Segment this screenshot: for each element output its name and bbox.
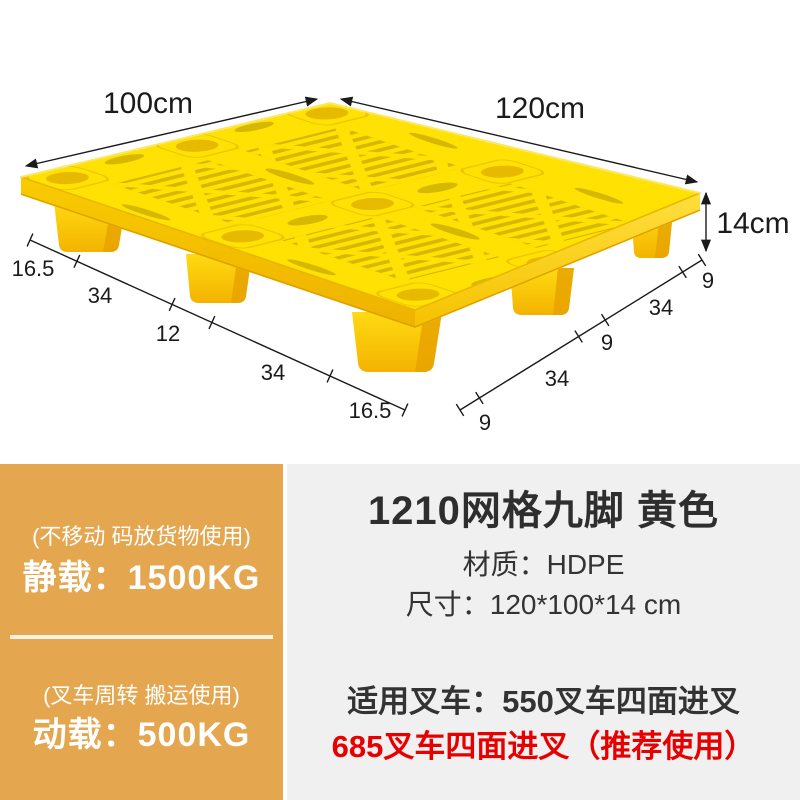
material-spec: 材质：HDPE <box>462 549 625 580</box>
right-scale-label: 9 <box>479 410 491 435</box>
right-scale-label: 9 <box>702 268 714 293</box>
length-arrow <box>339 96 699 185</box>
spec-panel: 1210网格九脚 黄色 材质：HDPE 尺寸：120*100*14 cm 适用叉… <box>287 464 800 800</box>
pallet-deck-sides <box>20 177 701 328</box>
width-dim-label: 100cm <box>103 87 193 120</box>
dimension-labels: 100cm 120cm 14cm <box>103 87 790 240</box>
left-scale-label: 16.5 <box>12 256 55 281</box>
static-load-value: 静载：1500KG <box>22 559 261 597</box>
left-scale-label: 12 <box>156 321 180 346</box>
right-scale-ticks <box>455 253 707 417</box>
forklift-recommended-spec: 685叉车四面进叉（推荐使用） <box>331 729 756 764</box>
right-scale-label: 34 <box>545 366 569 391</box>
dimension-annotations <box>24 96 712 417</box>
product-title: 1210网格九脚 黄色 <box>367 489 720 533</box>
forklift-spec: 适用叉车：550叉车四面进叉 <box>347 684 740 719</box>
right-scale-label: 9 <box>601 330 613 355</box>
panel-divider <box>10 635 273 639</box>
length-dim-label: 120cm <box>495 92 585 125</box>
height-dim-label: 14cm <box>716 207 789 240</box>
dynamic-load-note: (叉车周转 搬运使用) <box>43 683 240 708</box>
left-scale-label: 34 <box>261 360 285 385</box>
pallet-illustration: 100cm 120cm 14cm 16.5 34 12 34 16.5 9 34… <box>12 87 790 435</box>
static-load-note: (不移动 码放货物使用) <box>32 524 251 549</box>
load-info-panel: (不移动 码放货物使用) 静载：1500KG (叉车周转 搬运使用) 动载：50… <box>0 464 283 800</box>
left-scale-line <box>29 239 406 411</box>
pallet-drawing: 100cm 120cm 14cm 16.5 34 12 34 16.5 9 34… <box>12 87 790 435</box>
left-scale-label: 16.5 <box>349 398 392 423</box>
left-scale-ticks <box>26 233 409 417</box>
right-scale-label: 34 <box>649 295 673 320</box>
width-arrow <box>24 96 319 169</box>
left-scale-label: 34 <box>88 283 112 308</box>
size-spec: 尺寸：120*100*14 cm <box>405 589 682 620</box>
right-scale-line <box>459 259 703 411</box>
dynamic-load-value: 动载：500KG <box>32 716 251 754</box>
scale-labels: 16.5 34 12 34 16.5 9 34 9 34 9 <box>12 256 715 435</box>
